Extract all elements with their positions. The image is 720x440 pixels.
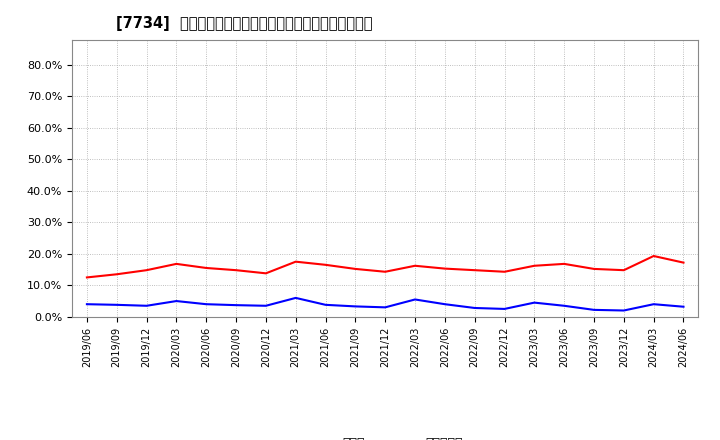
有利子負債 <box>381 305 390 310</box>
現預金 <box>112 271 121 277</box>
有利子負債 <box>232 303 240 308</box>
有利子負債 <box>83 301 91 307</box>
有利子負債 <box>590 307 598 312</box>
現預金 <box>172 261 181 267</box>
現預金 <box>232 268 240 273</box>
有利子負債 <box>410 297 419 302</box>
現預金 <box>679 260 688 265</box>
有利子負債 <box>292 295 300 301</box>
現預金 <box>649 253 658 259</box>
現預金 <box>590 266 598 271</box>
現預金 <box>292 259 300 264</box>
Text: [7734]  現預金、有利子負債の総資産に対する比率の推移: [7734] 現預金、有利子負債の総資産に対する比率の推移 <box>116 16 372 32</box>
現預金 <box>83 275 91 280</box>
現預金 <box>470 268 479 273</box>
Line: 現預金: 現預金 <box>87 256 683 278</box>
現預金 <box>619 268 628 273</box>
Legend: 現預金, 有利子負債: 現預金, 有利子負債 <box>302 432 468 440</box>
有利子負債 <box>470 305 479 311</box>
現預金 <box>321 262 330 268</box>
有利子負債 <box>202 301 210 307</box>
有利子負債 <box>112 302 121 308</box>
現預金 <box>500 269 509 275</box>
現預金 <box>381 269 390 275</box>
現預金 <box>202 265 210 271</box>
現預金 <box>410 263 419 268</box>
有利子負債 <box>679 304 688 309</box>
有利子負債 <box>321 302 330 308</box>
有利子負債 <box>172 298 181 304</box>
有利子負債 <box>649 301 658 307</box>
現預金 <box>261 271 270 276</box>
有利子負債 <box>261 303 270 308</box>
現預金 <box>560 261 569 267</box>
現預金 <box>441 266 449 271</box>
現預金 <box>530 263 539 268</box>
現預金 <box>351 266 360 271</box>
有利子負債 <box>619 308 628 313</box>
現預金 <box>143 268 151 273</box>
有利子負債 <box>560 303 569 308</box>
有利子負債 <box>441 301 449 307</box>
有利子負債 <box>530 300 539 305</box>
有利子負債 <box>500 306 509 312</box>
有利子負債 <box>143 303 151 308</box>
有利子負債 <box>351 304 360 309</box>
Line: 有利子負債: 有利子負債 <box>87 298 683 311</box>
